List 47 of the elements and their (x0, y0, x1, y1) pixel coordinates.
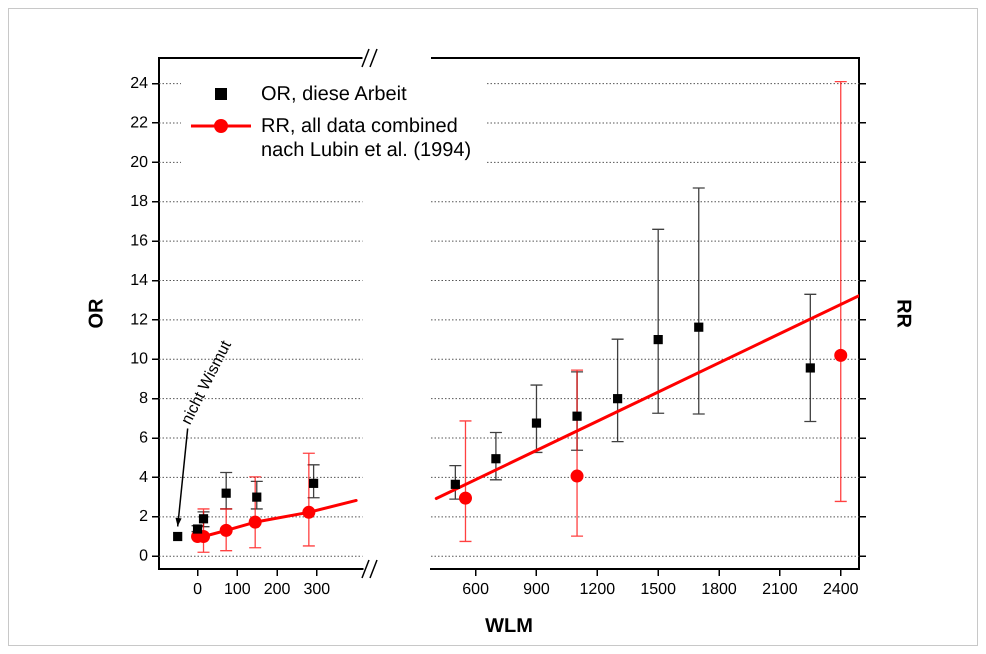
x-tick-label: 1500 (640, 581, 676, 598)
legend-label: RR, all data combined nach Lubin et al. (1994) (261, 114, 472, 162)
legend-label: OR, diese Arbeit (261, 82, 408, 106)
y-tick-label: 2 (139, 508, 148, 526)
point (654, 334, 663, 344)
x-tick-label: 2400 (822, 581, 859, 598)
y-tick-label: 6 (139, 429, 148, 446)
y-tick-label: 18 (130, 193, 148, 210)
x-tick-label: 100 (224, 581, 251, 598)
x-axis-title: WLM (484, 615, 534, 638)
x-tick-label: 1200 (580, 581, 616, 598)
point (532, 418, 542, 428)
y-tick-label: 14 (130, 272, 148, 289)
x-tick-label: 900 (523, 581, 550, 598)
x-tick-label: 2100 (762, 581, 798, 598)
x-tick-label: 0 (193, 581, 202, 598)
y-tick-label: 12 (130, 311, 148, 328)
point (220, 524, 233, 537)
x-tick-label: 200 (264, 581, 290, 598)
point (450, 480, 460, 489)
y-tick-label: 10 (130, 350, 148, 368)
y-tick-label: 8 (139, 390, 148, 408)
x-tick-label: 300 (303, 581, 330, 598)
y2-axis-title: RR (892, 299, 914, 328)
point (613, 394, 622, 404)
point (248, 516, 262, 529)
point (694, 322, 704, 332)
y-tick-label: 4 (139, 468, 148, 486)
point (806, 363, 815, 373)
x-tick-label: 600 (462, 581, 490, 598)
point (302, 506, 316, 519)
y-axis-title: OR (86, 298, 108, 328)
point (570, 470, 584, 483)
y-tick-label: 24 (130, 75, 148, 92)
point (834, 348, 848, 362)
point (222, 488, 231, 498)
y-tick-label: 22 (130, 114, 148, 132)
y-tick-label: 16 (130, 232, 148, 250)
point (491, 454, 501, 464)
y-tick-label: 0 (139, 548, 148, 565)
point (173, 532, 182, 542)
y-tick-label: 20 (130, 154, 148, 171)
point (252, 492, 262, 502)
point (458, 492, 472, 505)
point (309, 478, 318, 488)
point (572, 412, 582, 421)
x-tick-label: 1800 (701, 581, 737, 598)
